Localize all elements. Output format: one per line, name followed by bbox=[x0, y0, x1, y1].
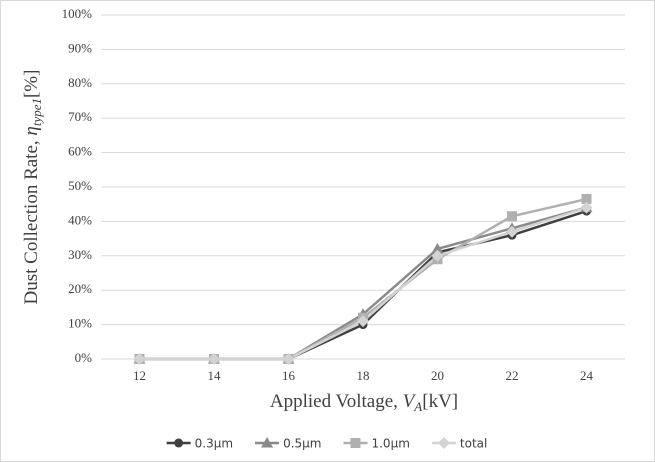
x-tick-label: 24 bbox=[580, 368, 594, 383]
x-title-sub: A bbox=[413, 399, 422, 414]
legend-item: 0.3μm bbox=[166, 437, 233, 451]
marker bbox=[133, 353, 146, 365]
y-tick-label: 30% bbox=[68, 247, 92, 262]
x-tick-label: 16 bbox=[282, 368, 296, 383]
legend-item: total bbox=[431, 437, 487, 451]
legend-item: 1.0μm bbox=[343, 437, 410, 451]
x-tick-label: 12 bbox=[133, 368, 146, 383]
x-tick-label: 22 bbox=[506, 368, 519, 383]
y-tick-label: 90% bbox=[68, 40, 92, 55]
x-title-var: V bbox=[403, 391, 417, 412]
grid bbox=[101, 14, 625, 360]
legend-label: 1.0μm bbox=[371, 437, 409, 451]
marker bbox=[174, 438, 184, 448]
marker bbox=[261, 437, 274, 448]
y-tick-label: 50% bbox=[68, 178, 92, 193]
y-tick-label: 100% bbox=[62, 6, 93, 21]
legend-label: 0.3μm bbox=[195, 437, 233, 451]
x-axis-title: Applied Voltage, VA[kV] bbox=[270, 391, 458, 414]
y-tick-label: 70% bbox=[68, 109, 92, 124]
legend-item: 0.5μm bbox=[255, 437, 321, 451]
y-tick-label: 0% bbox=[75, 350, 93, 365]
y-title-sub: type1 bbox=[29, 98, 44, 126]
legend: 0.3μm 0.5μm 1.0μm total bbox=[166, 437, 487, 451]
y-axis-title: Dust Collection Rate, ηtype1[%] bbox=[21, 70, 44, 305]
marker bbox=[506, 225, 518, 238]
y-tick-label: 20% bbox=[68, 281, 92, 296]
y-title-var: η bbox=[21, 126, 42, 135]
y-tick-label: 60% bbox=[68, 144, 92, 159]
x-title-main: Applied Voltage, bbox=[270, 391, 403, 412]
x-tick-label: 14 bbox=[208, 368, 222, 383]
marker bbox=[357, 315, 369, 328]
marker bbox=[431, 242, 444, 254]
marker bbox=[437, 437, 450, 449]
marker bbox=[581, 194, 592, 205]
x-title-unit: [kV] bbox=[422, 391, 458, 412]
marker bbox=[507, 211, 517, 222]
x-tick-label: 18 bbox=[357, 368, 370, 383]
marker bbox=[431, 249, 444, 262]
legend-label: 0.5μm bbox=[283, 437, 321, 451]
y-title-main: Dust Collection Rate, bbox=[21, 136, 42, 305]
marker bbox=[580, 201, 593, 214]
y-tick-label: 10% bbox=[68, 316, 92, 331]
marker bbox=[350, 438, 361, 448]
marker bbox=[282, 353, 295, 365]
marker bbox=[208, 353, 220, 365]
x-tick-label: 20 bbox=[431, 368, 444, 383]
legend-label: total bbox=[460, 437, 487, 451]
y-tick-label: 80% bbox=[68, 75, 92, 90]
y-title-unit: [%] bbox=[21, 70, 42, 98]
y-tick-label: 40% bbox=[68, 212, 92, 227]
